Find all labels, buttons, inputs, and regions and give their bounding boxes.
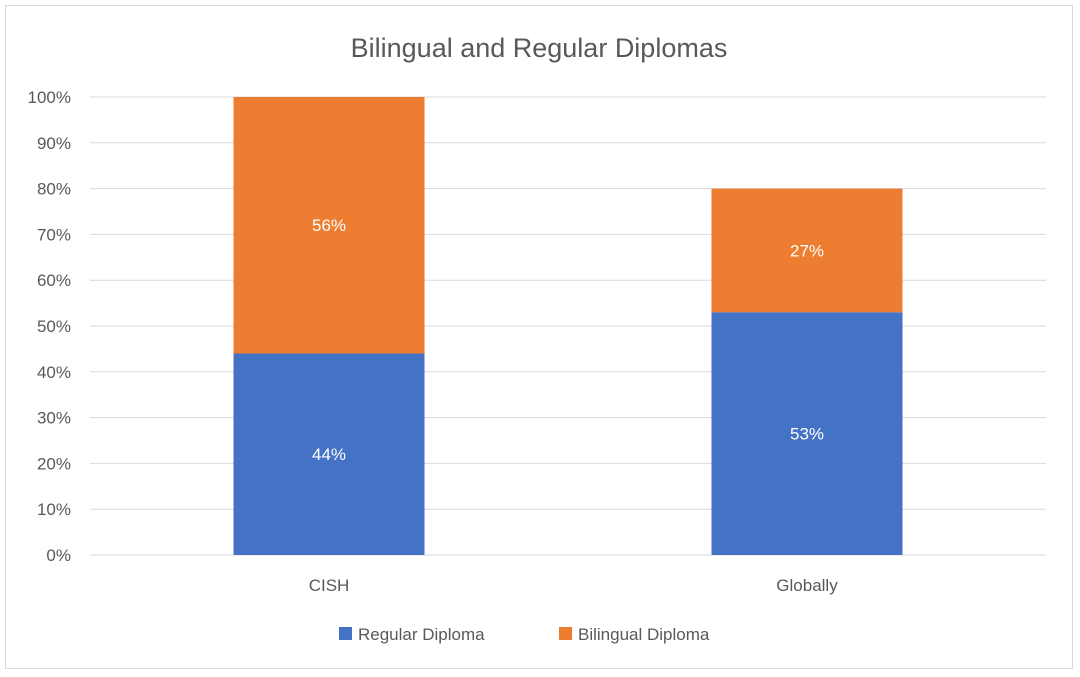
y-tick-label: 10%: [37, 500, 71, 519]
legend-swatch: [559, 627, 572, 640]
y-tick-label: 50%: [37, 317, 71, 336]
y-tick-label: 90%: [37, 134, 71, 153]
data-labels: 44% 56% 53% 27%: [312, 216, 824, 464]
bars: [233, 97, 903, 555]
y-tick-label: 40%: [37, 363, 71, 382]
legend-label: Bilingual Diploma: [578, 625, 710, 644]
y-tick-label: 60%: [37, 271, 71, 290]
gridlines: [90, 96, 1046, 556]
y-tick-label: 30%: [37, 409, 71, 428]
legend-swatch: [339, 627, 352, 640]
legend-item-bilingual-diploma[interactable]: Bilingual Diploma: [559, 625, 710, 644]
legend-label: Regular Diploma: [358, 625, 485, 644]
data-label: 56%: [312, 216, 346, 235]
bar-globally-bilingual-diploma[interactable]: [711, 188, 903, 313]
bar-cish-bilingual-diploma[interactable]: [233, 97, 425, 354]
chart-title: Bilingual and Regular Diplomas: [351, 33, 728, 63]
x-category-label: CISH: [309, 576, 350, 595]
y-tick-label: 20%: [37, 454, 71, 473]
data-label: 53%: [790, 425, 824, 444]
legend-item-regular-diploma[interactable]: Regular Diploma: [339, 625, 485, 644]
y-tick-label: 70%: [37, 225, 71, 244]
bar-cish-regular-diploma[interactable]: [233, 353, 425, 555]
legend[interactable]: Regular Diploma Bilingual Diploma: [339, 625, 710, 644]
data-label: 44%: [312, 445, 346, 464]
data-label: 27%: [790, 241, 824, 260]
y-tick-label: 100%: [28, 88, 71, 107]
bar-globally-regular-diploma[interactable]: [711, 312, 903, 555]
y-tick-label: 80%: [37, 180, 71, 199]
y-axis-ticks: 0% 10% 20% 30% 40% 50% 60% 70% 80% 90% 100%: [28, 88, 71, 565]
x-axis-categories: CISH Globally: [309, 576, 839, 595]
x-category-label: Globally: [776, 576, 838, 595]
y-tick-label: 0%: [46, 546, 71, 565]
